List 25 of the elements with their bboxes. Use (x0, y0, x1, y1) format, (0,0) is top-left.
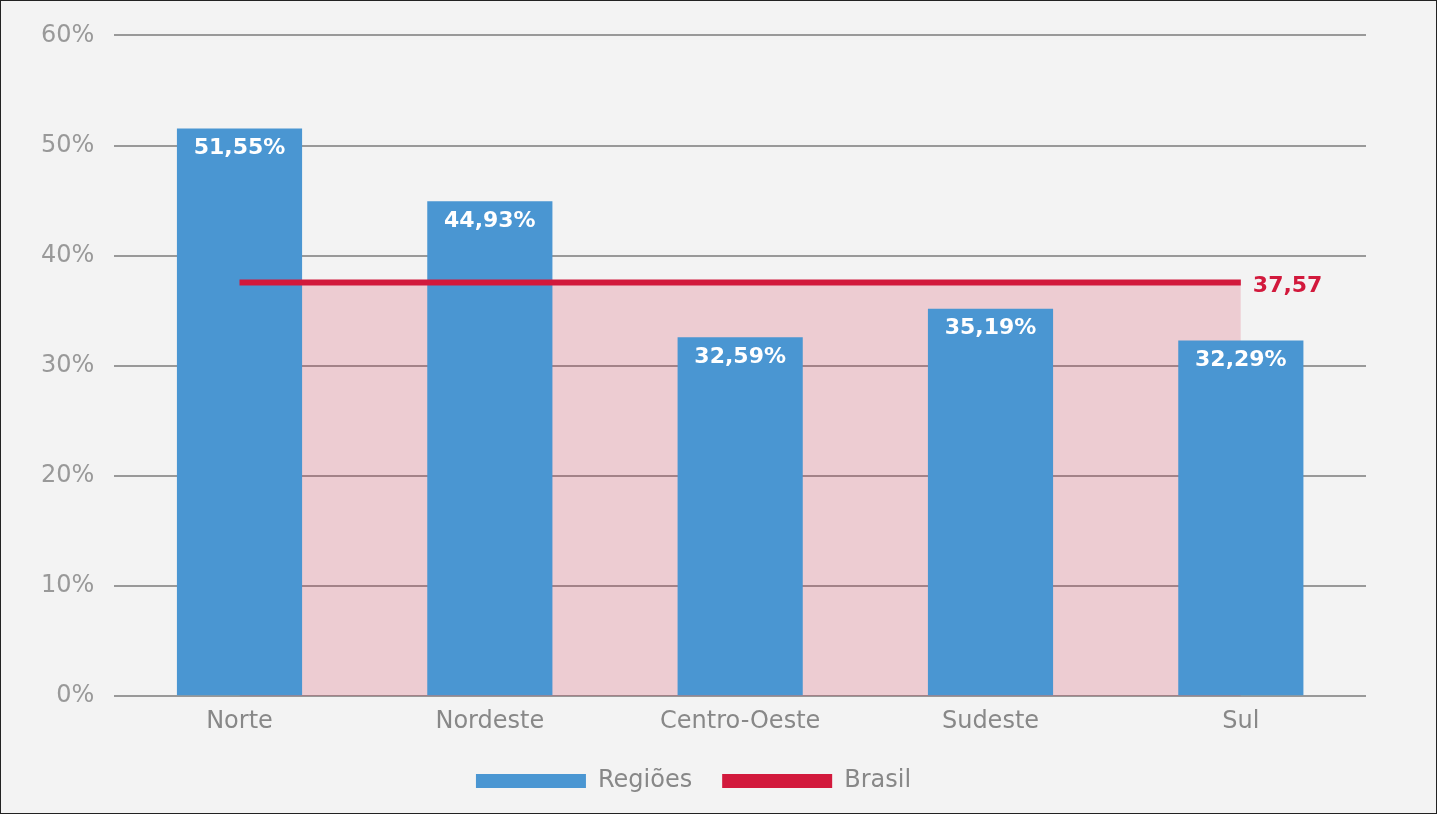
x-tick-label: Centro-Oeste (660, 705, 821, 734)
bar (677, 337, 803, 696)
legend-label: Regiões (597, 765, 693, 794)
y-tick-label: 0% (56, 680, 95, 709)
bar (1178, 340, 1304, 696)
legend-label: Brasil (844, 765, 912, 794)
y-tick-label: 40% (41, 239, 95, 268)
bar (927, 308, 1054, 696)
data-label: 32,59% (694, 342, 786, 368)
data-label: 35,19% (944, 314, 1037, 340)
y-tick-label: 50% (41, 129, 95, 158)
data-label: 32,29% (1195, 346, 1287, 372)
bar (176, 128, 303, 696)
x-tick-label: Sudeste (941, 705, 1040, 734)
bar (427, 201, 553, 696)
y-tick-label: 10% (41, 570, 95, 599)
data-label: 44,93% (444, 207, 536, 233)
data-label: 51,55% (193, 134, 286, 160)
x-tick-label: Norte (206, 705, 273, 734)
x-tick-label: Sul (1222, 705, 1260, 734)
x-tick-label: Nordeste (435, 705, 545, 734)
y-tick-label: 30% (41, 350, 95, 379)
y-tick-label: 20% (41, 460, 95, 489)
y-tick-label: 60% (41, 19, 95, 48)
data-label: 37,57 (1252, 272, 1323, 298)
